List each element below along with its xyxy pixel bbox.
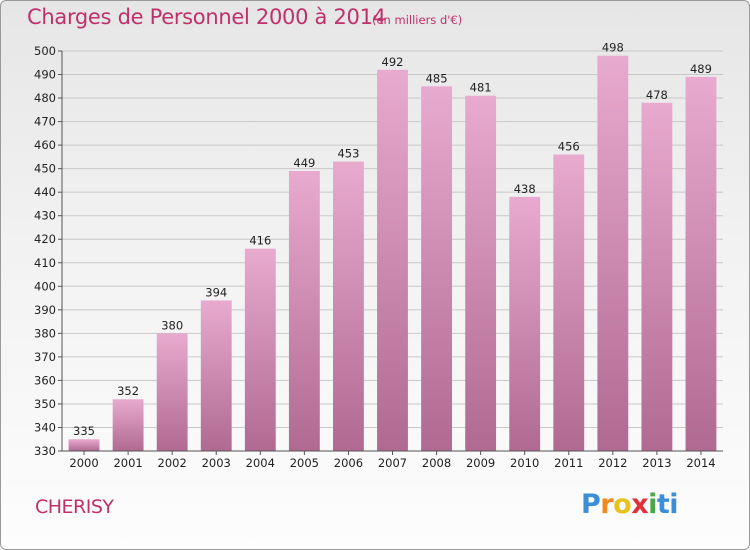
x-tick-label: 2014 [686,456,715,470]
y-tick-label: 440 [34,185,56,199]
x-tick-label: 2001 [113,456,142,470]
proxiti-logo[interactable]: Proxiti [581,489,679,520]
bar [509,196,541,451]
data-label: 492 [382,55,404,69]
data-label: 335 [73,424,95,438]
y-tick-label: 420 [34,232,56,246]
bar [68,439,100,451]
data-label: 380 [161,318,183,332]
x-axis: 2000 2001 2002 2003 2004 2005 2006 2007 2008 2009… [62,450,723,470]
bar [553,154,585,451]
data-label: 485 [426,71,448,85]
data-label: 453 [337,147,359,161]
bar [597,55,629,452]
y-tick-label: 500 [34,44,56,58]
x-tick-label: 2006 [334,456,363,470]
x-tick-label: 2000 [69,456,98,470]
chart-subtitle: (en milliers d'€) [372,13,463,27]
town-name: CHERISY [35,496,114,518]
x-tick-label: 2002 [158,456,187,470]
x-tick-label: 2005 [290,456,319,470]
y-tick-label: 330 [34,444,56,458]
x-tick-label: 2013 [642,456,671,470]
x-tick-label: 2004 [246,456,275,470]
y-tick-label: 430 [34,209,56,223]
data-label: 449 [293,156,315,170]
data-label: 478 [646,88,668,102]
x-tick-label: 2009 [466,456,495,470]
data-label: 416 [249,234,271,248]
y-tick-label: 450 [34,162,56,176]
x-tick-label: 2012 [598,456,627,470]
bar [288,171,320,451]
y-tick-label: 480 [34,91,56,105]
y-tick-label: 350 [34,397,56,411]
bars: 335 352 380 394 416 449 453 492 485 481 438 456 498 4… [68,41,717,452]
y-tick-label: 380 [34,326,56,340]
y-tick-label: 360 [34,373,56,387]
x-tick-label: 2007 [378,456,407,470]
x-tick-label: 2008 [422,456,451,470]
y-tick-label: 490 [34,68,56,82]
y-tick-label: 370 [34,350,56,364]
chart-title: Charges de Personnel 2000 à 2014 [27,5,386,29]
bar [685,76,717,451]
bar [465,95,497,452]
bar [244,248,276,451]
y-axis: 330 340 350 360 370 380 390 400 410 420 430 440 450 4… [34,44,63,458]
y-tick-label: 410 [34,256,56,270]
y-tick-label: 460 [34,138,56,152]
y-tick-label: 470 [34,115,56,129]
bar [421,86,452,451]
bar [200,300,232,451]
data-label: 456 [558,140,580,154]
bar [112,399,144,451]
y-tick-label: 390 [34,303,56,317]
data-label: 438 [514,182,536,196]
y-tick-label: 400 [34,279,56,293]
bar [333,161,364,451]
data-label: 352 [117,384,139,398]
bar [156,333,188,451]
data-label: 498 [602,41,624,55]
bar [377,69,408,451]
bar [641,102,673,451]
x-tick-label: 2011 [554,456,583,470]
data-label: 489 [690,62,712,76]
x-tick-label: 2010 [510,456,539,470]
data-label: 481 [470,81,492,95]
x-tick-label: 2003 [202,456,231,470]
y-tick-label: 340 [34,420,56,434]
data-label: 394 [205,285,227,299]
